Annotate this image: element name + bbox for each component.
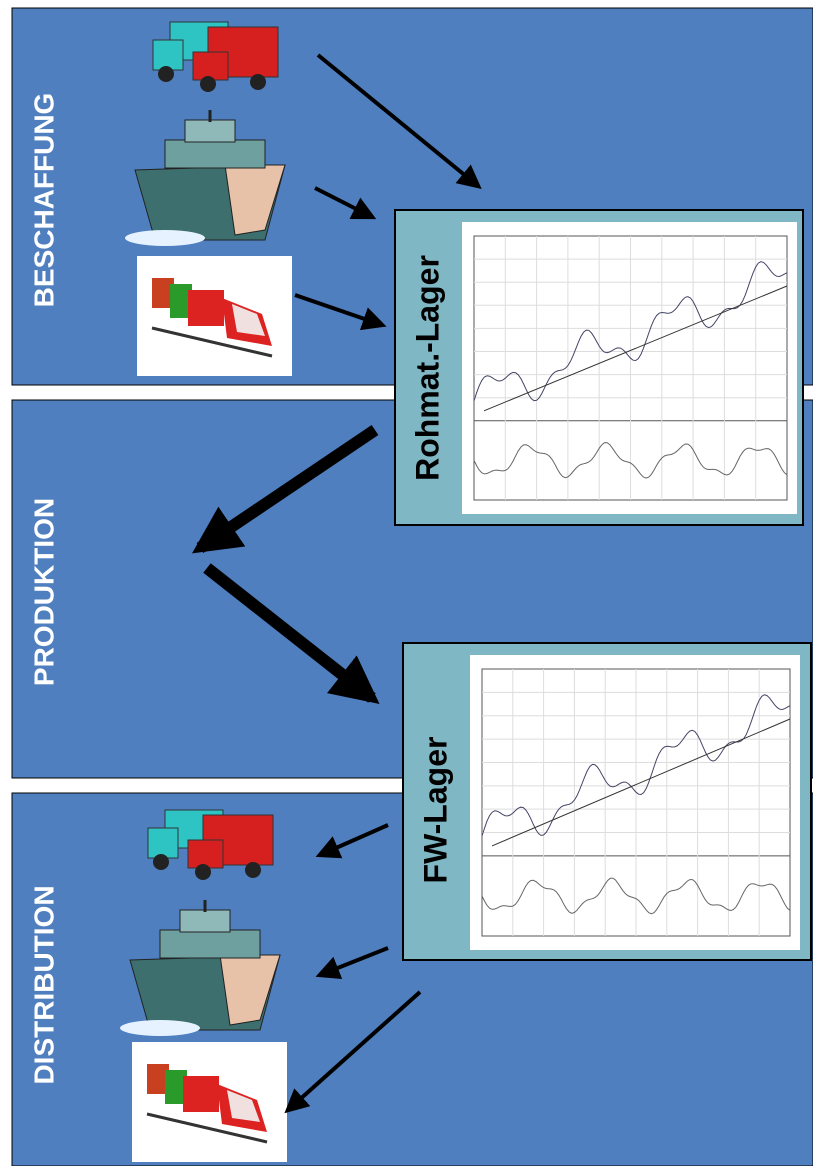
section-label: BESCHAFFUNG xyxy=(28,93,59,308)
chart-line xyxy=(473,261,788,402)
chart-trend xyxy=(483,285,788,412)
arrows xyxy=(192,53,482,1114)
train-icon xyxy=(130,1040,289,1164)
arrow xyxy=(314,186,377,220)
arrow xyxy=(294,293,387,331)
chart-image xyxy=(470,655,800,950)
chart-line xyxy=(473,442,788,479)
train-icon xyxy=(135,254,294,378)
arrow xyxy=(284,990,422,1114)
chart-image xyxy=(462,222,797,514)
arrow xyxy=(315,946,389,980)
chart-trend xyxy=(491,718,791,847)
arrow xyxy=(192,425,379,554)
arrow xyxy=(315,823,389,859)
section-label: PRODUKTION xyxy=(28,498,59,686)
chart-line xyxy=(481,694,791,837)
arrow xyxy=(203,563,380,704)
section-label: DISTRIBUTION xyxy=(28,885,59,1084)
store-label: FW-Lager xyxy=(417,737,453,884)
arrow xyxy=(316,53,482,190)
store-label: Rohmat.-Lager xyxy=(409,255,445,481)
chart-line xyxy=(481,877,791,915)
